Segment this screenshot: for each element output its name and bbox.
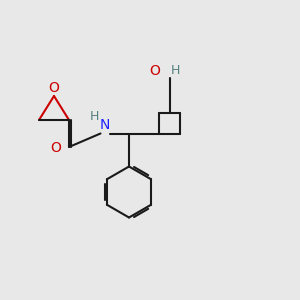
Text: O: O [49, 80, 59, 94]
Text: O: O [50, 142, 61, 155]
Text: N: N [100, 118, 110, 132]
Text: O: O [150, 64, 160, 78]
Text: H: H [171, 64, 180, 76]
Text: H: H [90, 110, 99, 123]
